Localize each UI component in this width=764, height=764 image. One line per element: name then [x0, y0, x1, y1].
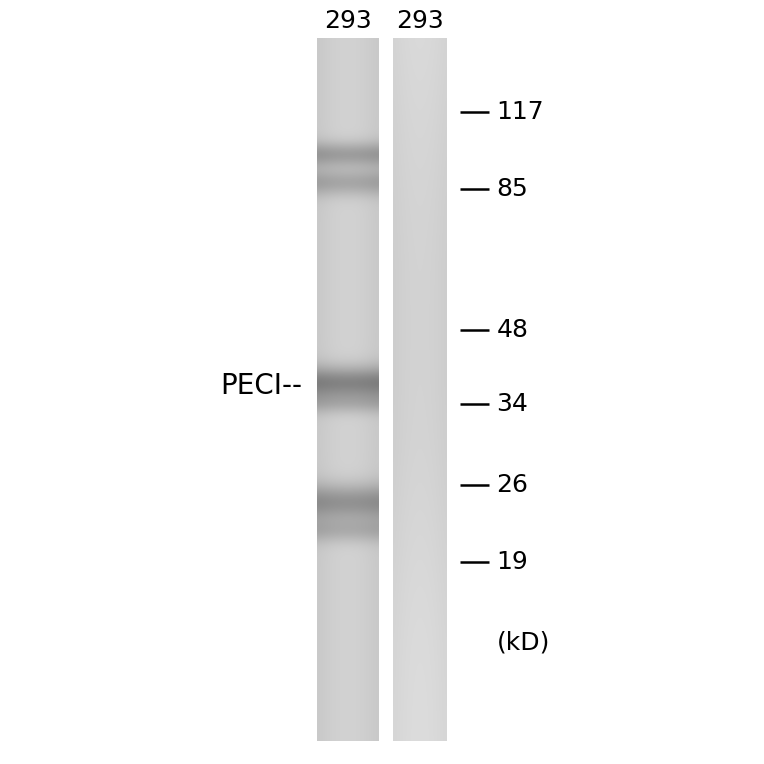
Text: (kD): (kD): [497, 630, 550, 655]
Text: 34: 34: [497, 392, 529, 416]
Text: 26: 26: [497, 472, 529, 497]
Text: 19: 19: [497, 550, 529, 574]
Text: 48: 48: [497, 318, 529, 342]
Text: 117: 117: [497, 100, 544, 124]
Text: 85: 85: [497, 177, 529, 202]
Text: PECI--: PECI--: [220, 372, 302, 400]
Text: 293: 293: [324, 8, 371, 33]
Text: 293: 293: [397, 8, 444, 33]
